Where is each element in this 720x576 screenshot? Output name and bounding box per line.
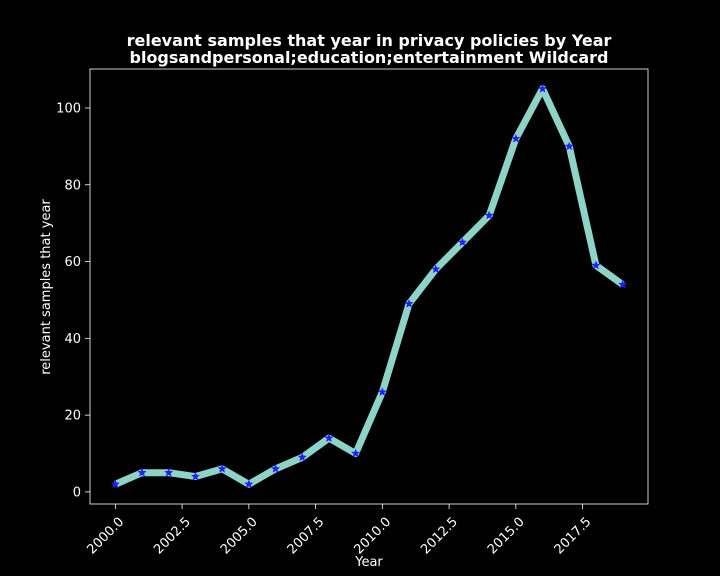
data-point [244, 479, 254, 489]
data-point [511, 133, 521, 143]
data-point [591, 260, 601, 270]
chart-title-line1: relevant samples that year in privacy po… [127, 31, 612, 50]
y-tick-label: 0 [73, 485, 81, 500]
data-point [564, 141, 574, 151]
data-point [377, 387, 388, 397]
plot-frame [89, 68, 649, 505]
data-point [164, 467, 174, 477]
data-point [110, 479, 121, 489]
data-point [431, 264, 441, 274]
series-line [113, 85, 625, 488]
y-axis-label: relevant samples that year [39, 199, 54, 375]
data-point [484, 210, 494, 220]
data-point [404, 298, 414, 308]
data-point [457, 237, 468, 247]
data-point [217, 463, 227, 473]
chart-title-line2: blogsandpersonal;education;entertainment… [130, 48, 609, 67]
data-point [190, 471, 201, 481]
y-tick-label: 60 [64, 255, 81, 270]
y-tick-label: 40 [64, 332, 81, 347]
y-tick-label: 100 [56, 101, 81, 116]
data-point [537, 83, 548, 93]
data-point [270, 463, 281, 473]
data-point [137, 467, 147, 477]
y-tick-label: 80 [64, 178, 81, 193]
data-point [324, 433, 334, 443]
data-point [617, 279, 628, 289]
data-point [297, 452, 307, 462]
data-point [350, 448, 361, 458]
series-layer [110, 83, 628, 489]
y-tick-label: 20 [64, 409, 81, 424]
y-axis: 0 20 40 60 80 100 [56, 101, 90, 500]
x-axis-label: Year [354, 555, 383, 570]
